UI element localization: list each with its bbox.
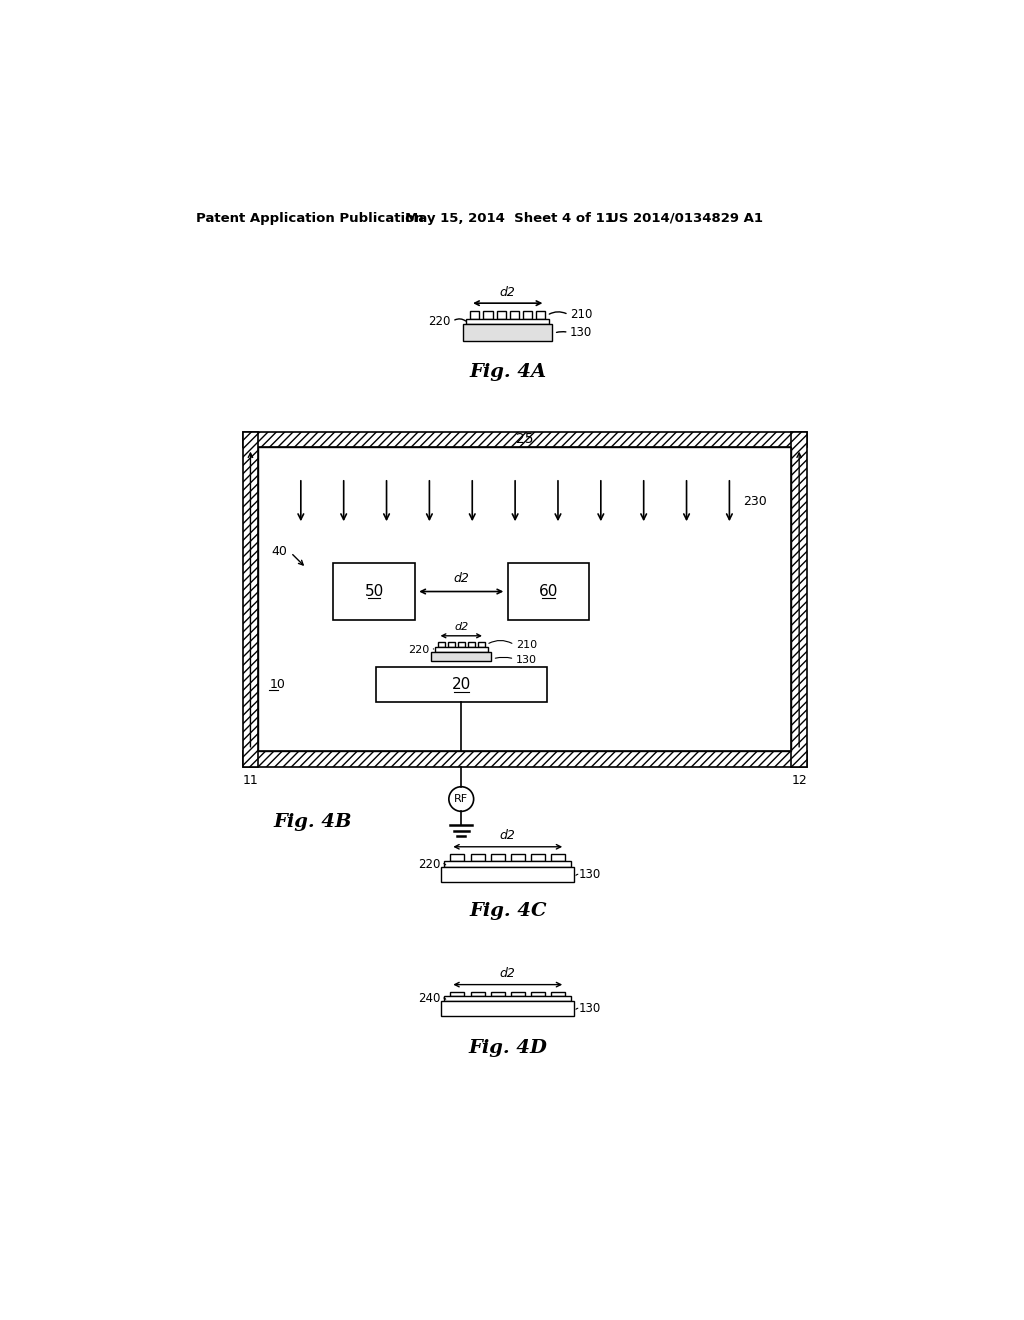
Text: d2: d2 bbox=[500, 968, 516, 979]
Text: Fig. 4A: Fig. 4A bbox=[469, 363, 547, 381]
Text: Fig. 4D: Fig. 4D bbox=[468, 1039, 547, 1057]
Text: Patent Application Publication: Patent Application Publication bbox=[197, 213, 424, 224]
Bar bbox=[444, 862, 571, 867]
Bar bbox=[551, 854, 565, 862]
Bar bbox=[437, 642, 444, 647]
Bar bbox=[478, 642, 485, 647]
Text: 11: 11 bbox=[243, 774, 258, 787]
Bar bbox=[483, 312, 493, 318]
Bar bbox=[466, 318, 549, 323]
Bar bbox=[490, 854, 505, 862]
Text: 10: 10 bbox=[270, 678, 286, 692]
Text: 130: 130 bbox=[579, 869, 600, 880]
Bar bbox=[510, 312, 519, 318]
Text: 50: 50 bbox=[365, 583, 384, 599]
Bar bbox=[497, 312, 506, 318]
Bar bbox=[471, 854, 484, 862]
Bar bbox=[451, 993, 464, 997]
Text: Fig. 4B: Fig. 4B bbox=[273, 813, 351, 832]
Bar bbox=[434, 647, 488, 652]
Text: RF: RF bbox=[455, 795, 468, 804]
Bar bbox=[458, 642, 465, 647]
Bar bbox=[511, 993, 525, 997]
Bar bbox=[511, 854, 525, 862]
Text: 230: 230 bbox=[743, 495, 767, 508]
Bar bbox=[508, 562, 589, 620]
Bar bbox=[243, 432, 807, 447]
Text: 210: 210 bbox=[570, 308, 593, 321]
Circle shape bbox=[449, 787, 474, 812]
Text: 40: 40 bbox=[271, 545, 288, 557]
Text: d2: d2 bbox=[500, 829, 516, 842]
Bar bbox=[258, 447, 792, 751]
Bar bbox=[334, 562, 415, 620]
Bar bbox=[243, 751, 807, 767]
Bar bbox=[451, 854, 464, 862]
Bar bbox=[447, 642, 455, 647]
Text: d2: d2 bbox=[454, 622, 468, 632]
Text: 220: 220 bbox=[428, 314, 451, 327]
Bar bbox=[523, 312, 532, 318]
Bar bbox=[243, 432, 258, 767]
Text: 12: 12 bbox=[792, 774, 807, 787]
Bar bbox=[468, 642, 475, 647]
Text: Fig. 4C: Fig. 4C bbox=[469, 903, 547, 920]
Bar bbox=[441, 867, 574, 882]
Text: 25: 25 bbox=[516, 433, 534, 446]
Bar bbox=[444, 997, 571, 1001]
Bar bbox=[792, 432, 807, 767]
Bar bbox=[441, 1001, 574, 1016]
Text: 130: 130 bbox=[579, 1002, 600, 1015]
Text: 220: 220 bbox=[418, 858, 440, 871]
Bar bbox=[531, 854, 545, 862]
Text: 210: 210 bbox=[516, 640, 537, 649]
Bar bbox=[490, 993, 505, 997]
Bar bbox=[536, 312, 546, 318]
Bar bbox=[551, 993, 565, 997]
Text: 130: 130 bbox=[516, 655, 537, 665]
Bar bbox=[531, 993, 545, 997]
Bar bbox=[376, 668, 547, 702]
Text: US 2014/0134829 A1: US 2014/0134829 A1 bbox=[608, 213, 764, 224]
Text: 220: 220 bbox=[408, 644, 429, 655]
Text: 130: 130 bbox=[570, 326, 593, 339]
Text: 60: 60 bbox=[539, 583, 558, 599]
Bar bbox=[470, 312, 479, 318]
Bar bbox=[431, 652, 492, 661]
Text: d2: d2 bbox=[500, 285, 516, 298]
Text: 20: 20 bbox=[452, 677, 471, 692]
Text: 240: 240 bbox=[418, 991, 440, 1005]
Bar bbox=[471, 993, 484, 997]
Text: May 15, 2014  Sheet 4 of 11: May 15, 2014 Sheet 4 of 11 bbox=[406, 213, 614, 224]
Text: d2: d2 bbox=[454, 573, 469, 585]
Bar bbox=[463, 323, 552, 341]
